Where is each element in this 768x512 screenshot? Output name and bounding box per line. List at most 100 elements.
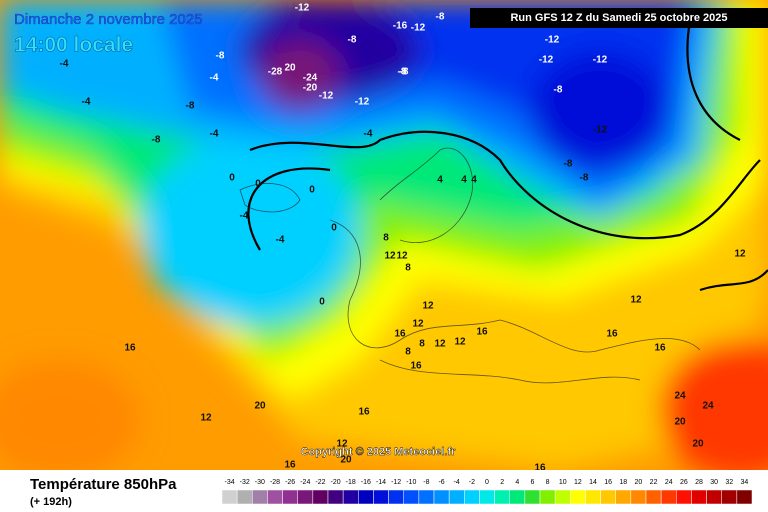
footer-lead: (+ 192h) <box>30 496 72 508</box>
contour-label: -24 <box>303 73 318 84</box>
legend-label: 32 <box>725 479 733 486</box>
legend-swatch <box>312 489 329 505</box>
legend-swatch <box>554 489 571 505</box>
legend-swatch <box>267 489 283 505</box>
legend-label: -4 <box>454 479 460 486</box>
contour-label: -12 <box>539 55 554 66</box>
legend-label: -20 <box>331 479 341 486</box>
legend-swatch <box>721 489 738 505</box>
contour-label: 16 <box>534 463 546 474</box>
coastlines <box>239 147 701 384</box>
legend-label: 8 <box>546 479 550 486</box>
run-box <box>470 8 768 28</box>
legend-label: 0 <box>485 479 489 486</box>
legend-swatch <box>282 489 298 505</box>
legend-label: -10 <box>406 479 416 486</box>
contour-label: 0 <box>309 185 315 196</box>
contour-label: -12 <box>355 97 370 108</box>
run-info: Run GFS 12 Z du Samedi 25 octobre 2025 <box>510 12 727 24</box>
contour-label: 20 <box>254 401 266 412</box>
legend-label: 2 <box>500 479 504 486</box>
legend-swatch <box>676 489 692 505</box>
legend-swatch <box>327 489 344 505</box>
contour-label: 16 <box>476 327 488 338</box>
legend-swatch <box>524 489 541 505</box>
legend-label: 30 <box>710 479 718 486</box>
contour-label: 8 <box>419 339 425 350</box>
legend-label: 26 <box>680 479 688 486</box>
legend-swatch <box>342 489 359 505</box>
contour-label: 16 <box>606 329 618 340</box>
contour-label: 12 <box>336 439 348 450</box>
legend-swatch <box>509 489 526 505</box>
contour-label: 24 <box>702 401 714 412</box>
contour-label: -4 <box>210 129 219 140</box>
temperature-field: -12-16 -12-8-8-820-28-24-20-12-8-12-8-4-8… <box>0 0 768 474</box>
date: Dimanche 2 novembre 2025 <box>14 11 202 28</box>
legend-label: -30 <box>255 479 265 486</box>
legend-swatch <box>660 489 677 505</box>
contour-label: 16 <box>124 343 136 354</box>
legend-swatch <box>388 489 404 505</box>
contour-label: -8 <box>186 101 195 112</box>
legend-label: -28 <box>270 479 280 486</box>
time: 14:00 locale <box>14 34 133 57</box>
legend-label: -2 <box>469 479 475 486</box>
legend-label: -8 <box>423 479 429 486</box>
contour-label: 4 <box>437 175 443 186</box>
contour-label: -8 <box>152 135 161 146</box>
legend-swatch <box>221 489 238 505</box>
legend-swatch <box>403 489 420 505</box>
contour-label: 16 <box>358 407 370 418</box>
color-legend: -34 -32 -30 -28 -26 -24 -22 -20 -18 -16 -14 -12 -10-… <box>221 479 753 505</box>
legend-label: 14 <box>589 479 597 486</box>
legend-swatch <box>706 489 722 505</box>
contour-label: -8 <box>216 51 225 62</box>
legend-label: -6 <box>438 479 444 486</box>
contour-label: 20 <box>692 439 704 450</box>
contour-label: -12 <box>593 125 608 136</box>
contour-lines <box>247 19 768 292</box>
legend-label: 20 <box>635 479 643 486</box>
legend-label: -18 <box>346 479 356 486</box>
legend-label: -16 <box>361 479 371 486</box>
legend-label: -12 <box>391 479 401 486</box>
legend-swatch <box>570 489 586 505</box>
contour-label: -12 <box>319 91 334 102</box>
legend-label: -32 <box>240 479 250 486</box>
legend-label: 4 <box>515 479 519 486</box>
contour-label: 0 <box>255 179 261 190</box>
contour-label: 12 <box>384 251 396 262</box>
contour-label: 8 <box>383 233 389 244</box>
contour-label: 12 <box>412 319 424 330</box>
legend-swatch <box>448 489 465 505</box>
contour-label: 16 <box>410 361 422 372</box>
legend-label: -24 <box>300 479 310 486</box>
contour-label: 4 <box>471 175 477 186</box>
legend-label: -26 <box>285 479 295 486</box>
footer-title: Température 850hPa <box>30 476 177 493</box>
copyright: Copyright © 2025 Meteociel.fr <box>301 446 457 458</box>
legend-label: 6 <box>530 479 534 486</box>
contour-label: -8 <box>436 12 445 23</box>
contour-label: 20 <box>674 417 686 428</box>
legend-swatch <box>252 489 268 505</box>
contour-label: 12 <box>200 413 212 424</box>
contour-label: -16 <box>393 21 408 32</box>
contour-label: -4 <box>364 129 373 140</box>
contour-label: 24 <box>674 391 686 402</box>
legend-label: 12 <box>574 479 582 486</box>
legend-label: -14 <box>376 479 386 486</box>
contour-label: -4 <box>82 97 91 108</box>
legend-swatch <box>645 489 662 505</box>
contour-label: -4 <box>60 59 69 70</box>
contour-label: 0 <box>331 223 337 234</box>
contour-label: 0 <box>319 297 325 308</box>
legend-swatch <box>736 489 753 505</box>
contour-labels: -12-16 -12-8-8-820-28-24-20-12-8-12-8-4-8… <box>60 3 746 474</box>
contour-label: -12 <box>295 3 310 14</box>
contour-label: 12 <box>454 337 466 348</box>
legend-label: 22 <box>650 479 658 486</box>
legend-swatch <box>494 489 510 505</box>
contour-label: 12 <box>396 251 408 262</box>
